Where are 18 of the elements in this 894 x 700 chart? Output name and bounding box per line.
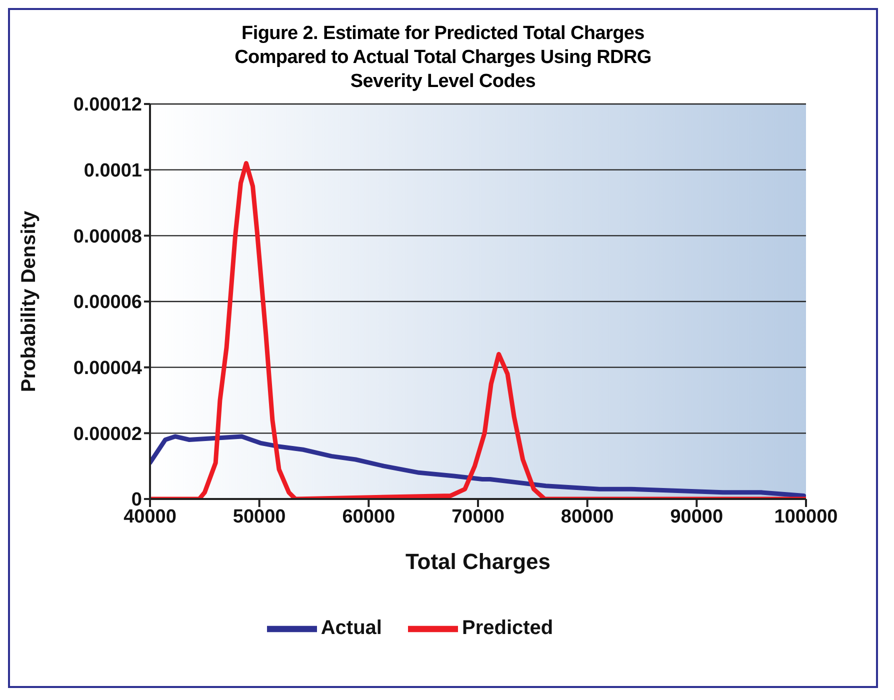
legend-label: Actual: [320, 617, 382, 640]
x-tick-label: 90000: [670, 506, 724, 528]
y-axis-title: Probability Density: [18, 210, 40, 392]
x-tick-label: 50000: [232, 506, 286, 528]
y-tick-label: 0.00002: [73, 424, 142, 445]
x-tick-label: 40000: [124, 506, 176, 528]
y-tick-label: 0.0001: [84, 160, 142, 182]
y-tick-label: 0.00012: [73, 94, 142, 116]
x-tick-label: 70000: [452, 506, 504, 528]
y-tick-label: 0.00004: [73, 358, 142, 380]
legend-label: Predicted: [462, 617, 554, 640]
x-axis-title: Total Charges: [405, 549, 551, 574]
x-tick-label: 60000: [342, 506, 396, 528]
x-tick-label: 100000: [774, 506, 838, 528]
y-tick-label: 0.00008: [73, 226, 142, 248]
y-tick-label: 0.00006: [73, 292, 142, 314]
x-tick-label: 80000: [560, 506, 614, 528]
chart-title: Figure 2. Estimate for Predicted Total Charges Compared to Actual Total Charges Using RDRG Severity Level Codes: [234, 22, 652, 94]
